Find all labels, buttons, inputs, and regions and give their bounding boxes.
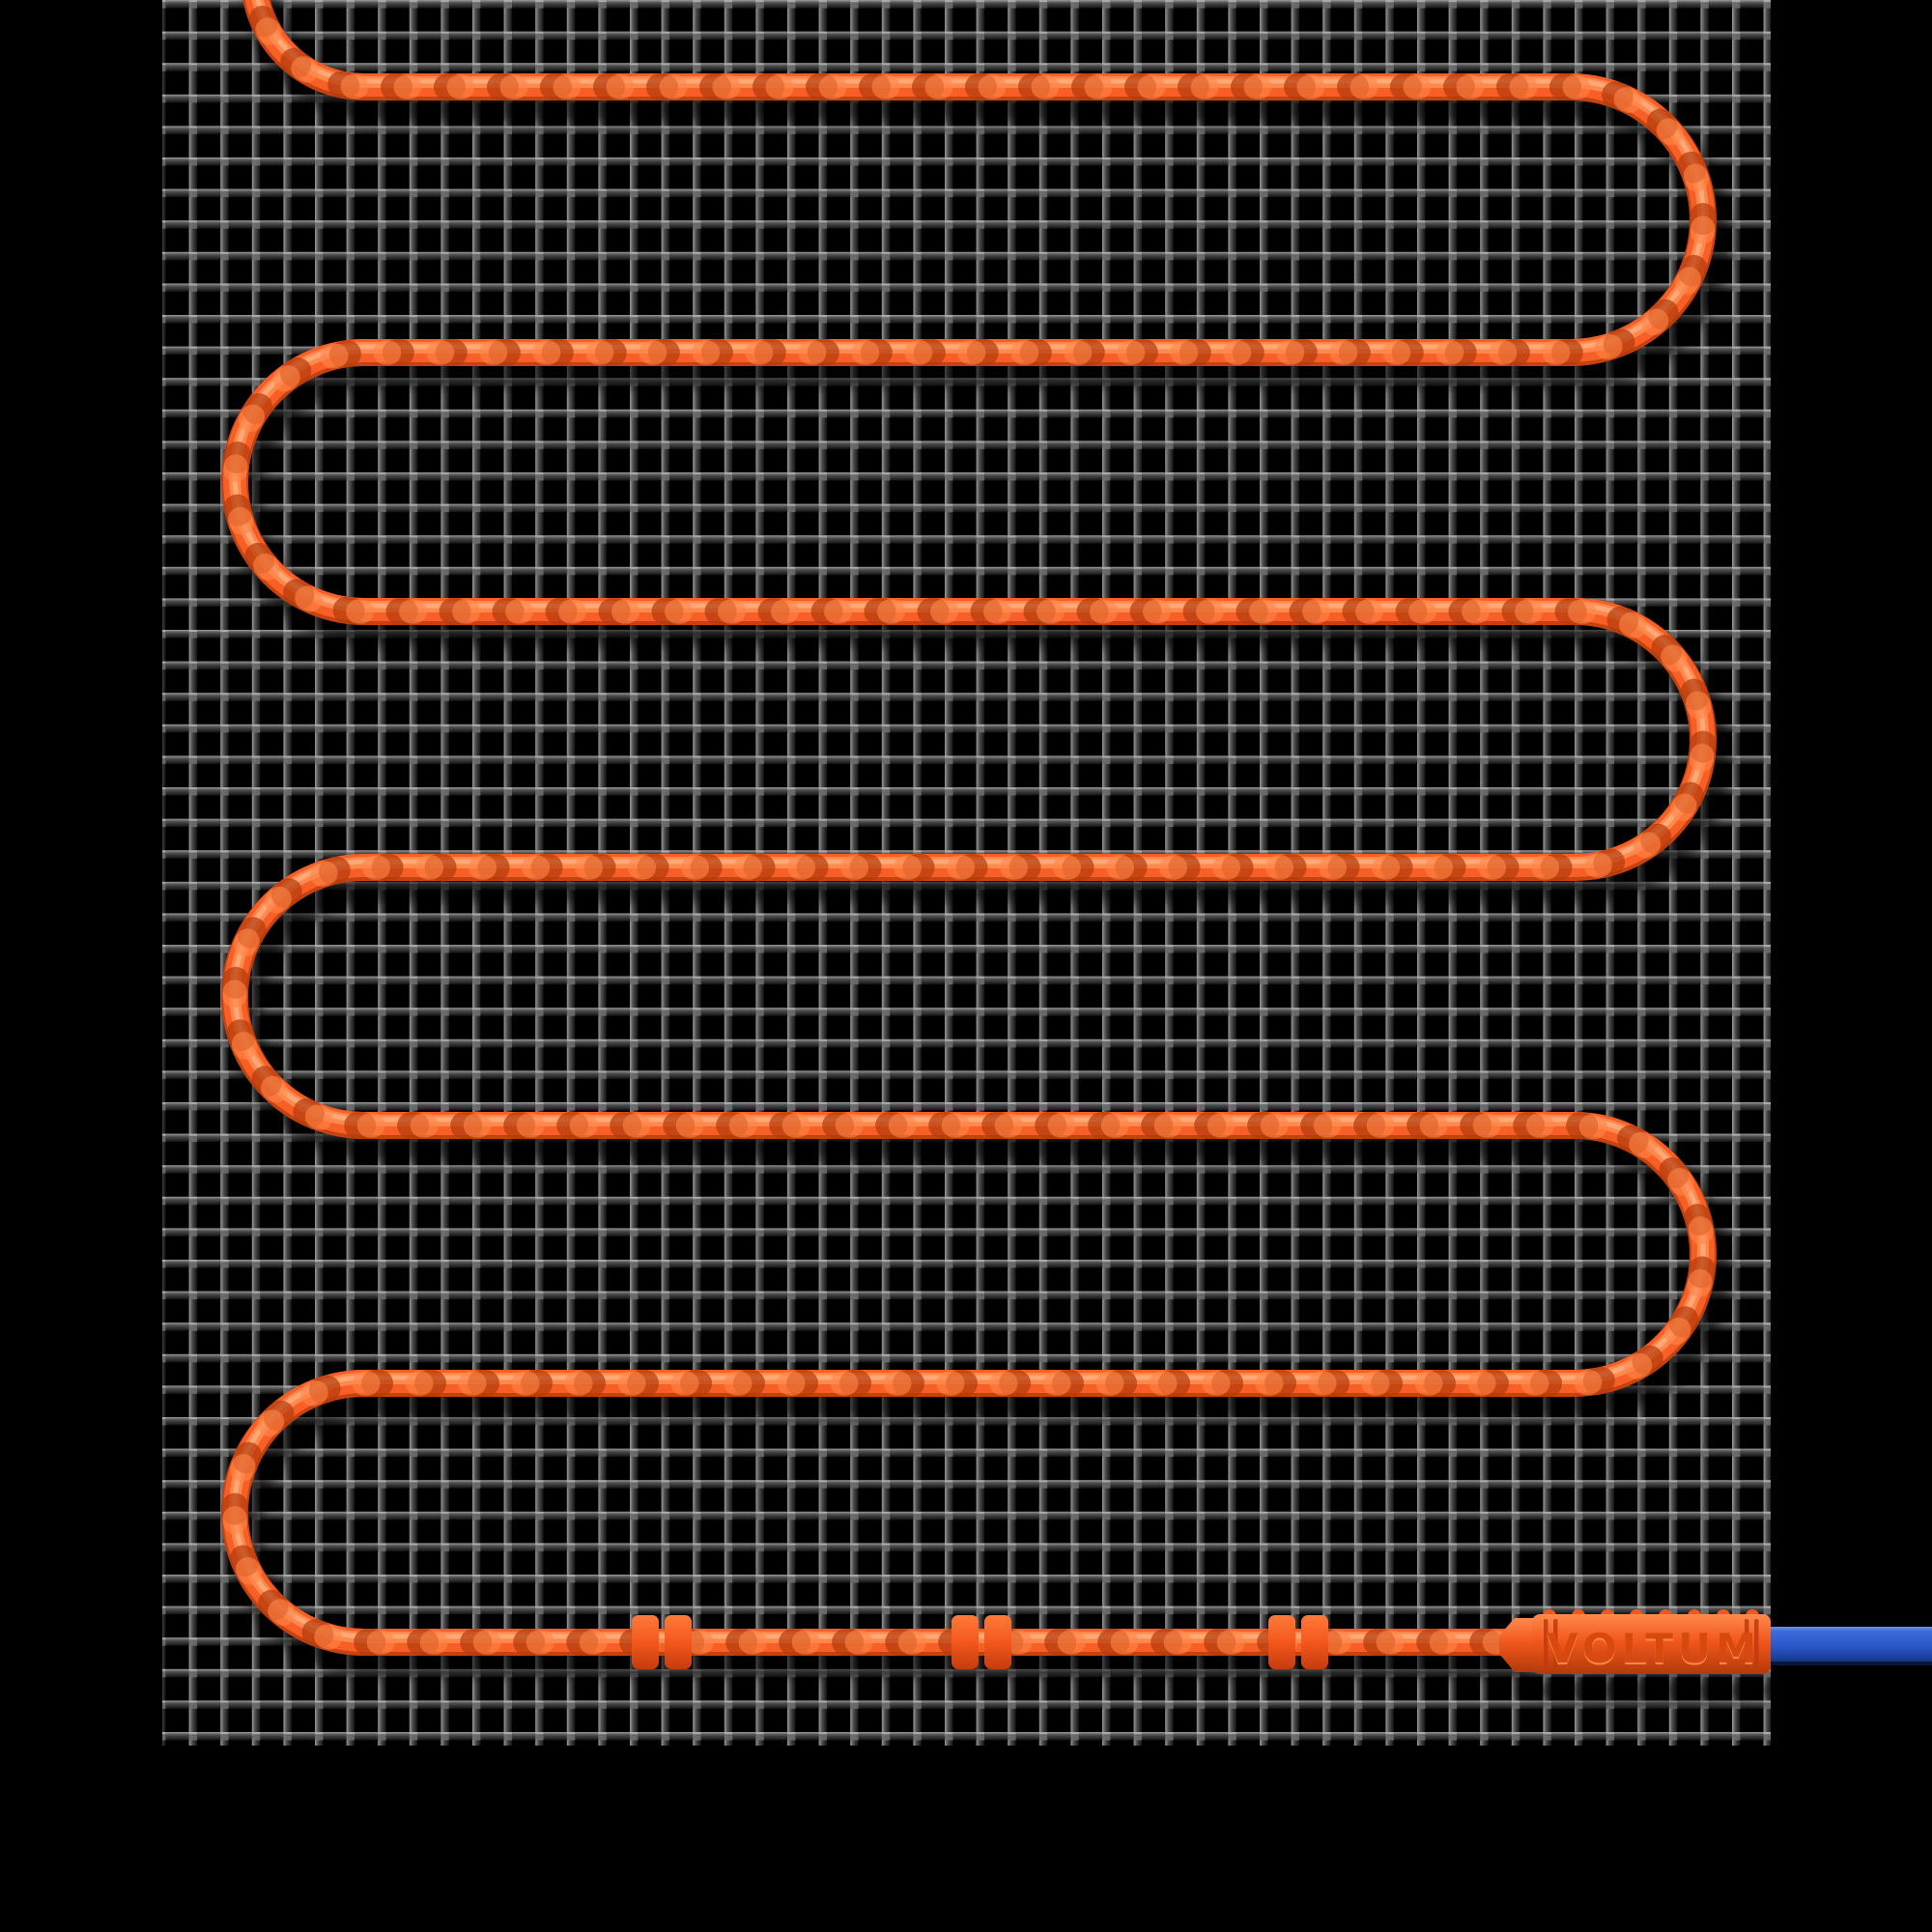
heating-cable <box>221 0 1717 1656</box>
heating-cable-wrap-light <box>222 0 1716 1655</box>
power-connector: VOLTUM VOLTUM <box>1499 1609 1771 1674</box>
cable-clip-tab <box>952 1615 979 1669</box>
connector-rib-right-1 <box>1745 1619 1749 1670</box>
connector-rib-right-2 <box>1754 1619 1759 1670</box>
cable-clip-tab <box>984 1615 1011 1669</box>
cable-clips <box>632 1615 1328 1669</box>
connector-shadow <box>1513 1678 1783 1703</box>
connector-nose <box>1499 1618 1538 1672</box>
cable-clip-tab <box>1301 1615 1328 1669</box>
cable-clip-tab <box>665 1615 692 1669</box>
power-lead-cable <box>1764 1627 1932 1665</box>
cable-clip-tab <box>1268 1615 1295 1669</box>
connector-rib-left-1 <box>1544 1619 1548 1670</box>
cable-clip-tab <box>632 1615 659 1669</box>
connector-rib-left-2 <box>1553 1619 1558 1670</box>
connector-brand-label-emboss: VOLTUM <box>1547 1627 1761 1674</box>
cable-shadow <box>227 0 1730 1677</box>
connector-body <box>1532 1614 1771 1674</box>
power-lead-cable-bottom-edge <box>1764 1662 1932 1665</box>
connector-brand-label: VOLTUM <box>1547 1625 1761 1672</box>
